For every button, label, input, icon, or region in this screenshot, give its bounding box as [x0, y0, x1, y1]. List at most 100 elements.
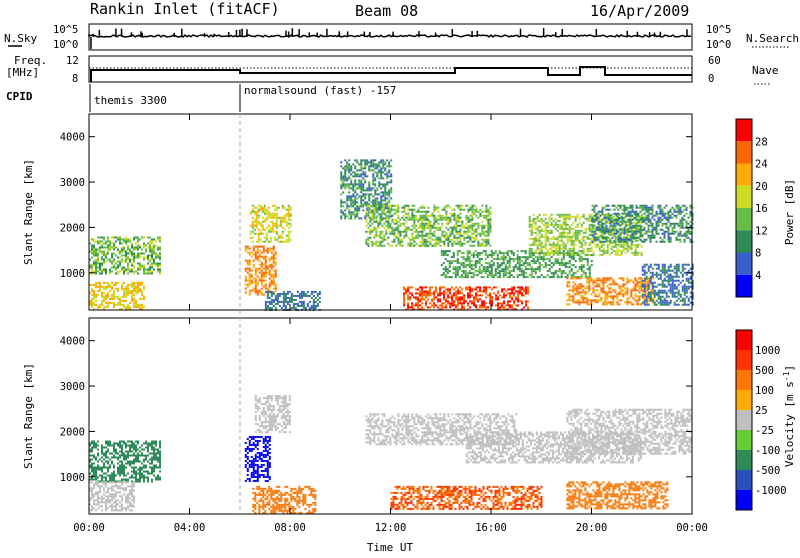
- heatmap-cell: [93, 297, 95, 300]
- heatmap-cell: [649, 240, 652, 243]
- heatmap-cell: [445, 304, 448, 307]
- heatmap-cell: [657, 265, 660, 268]
- heatmap-cell: [268, 277, 271, 280]
- heatmap-cell: [261, 220, 264, 223]
- heatmap-cell: [437, 300, 440, 303]
- heatmap-cell: [665, 226, 668, 229]
- heatmap-cell: [368, 185, 371, 188]
- heatmap-cell: [125, 258, 127, 261]
- heatmap-cell: [257, 216, 260, 219]
- heatmap-cell: [365, 210, 368, 213]
- heatmap-cell: [263, 220, 266, 223]
- heatmap-cell: [433, 238, 436, 241]
- heatmap-cell: [552, 264, 555, 267]
- heatmap-cell: [609, 216, 612, 219]
- heatmap-cell: [423, 222, 426, 225]
- heatmap-cell: [605, 226, 608, 229]
- heatmap-cell: [596, 301, 599, 304]
- heatmap-cell: [91, 305, 93, 308]
- heatmap-cell: [442, 274, 445, 277]
- heatmap-cell: [356, 205, 359, 208]
- heatmap-cell: [403, 298, 406, 301]
- heatmap-cell: [532, 243, 535, 246]
- heatmap-cell: [358, 179, 361, 182]
- heatmap-cell: [417, 296, 420, 299]
- heatmap-cell: [600, 249, 603, 252]
- heatmap-cell: [403, 228, 406, 231]
- heatmap-cell: [540, 274, 543, 277]
- heatmap-cell: [518, 266, 521, 269]
- heatmap-cell: [350, 213, 353, 216]
- heatmap-cell: [129, 291, 131, 294]
- heatmap-cell: [431, 232, 434, 235]
- heatmap-cell: [258, 259, 261, 262]
- heatmap-cell: [481, 226, 484, 229]
- heatmap-cell: [275, 238, 278, 241]
- heatmap-cell: [556, 245, 559, 248]
- heatmap-cell: [340, 205, 343, 208]
- heatmap-cell: [601, 218, 604, 221]
- heatmap-cell: [123, 299, 125, 302]
- heatmap-cell: [372, 175, 375, 178]
- heatmap-cell: [464, 276, 467, 279]
- heatmap-cell: [256, 245, 259, 248]
- heatmap-cell: [267, 240, 270, 243]
- heatmap-cell: [588, 274, 591, 277]
- heatmap-cell: [407, 236, 410, 239]
- heatmap-cell: [482, 266, 485, 269]
- heatmap-cell: [344, 215, 347, 218]
- heatmap-cell: [651, 234, 654, 237]
- heatmap-cell: [524, 252, 527, 255]
- heatmap-cell: [256, 269, 259, 272]
- heatmap-cell: [151, 258, 153, 261]
- heatmap-cell: [379, 234, 382, 237]
- heatmap-cell: [540, 233, 543, 236]
- heatmap-cell: [647, 283, 650, 286]
- heatmap-cell: [655, 226, 658, 229]
- heatmap-cell: [644, 281, 647, 284]
- heatmap-cell: [469, 294, 472, 297]
- heatmap-cell: [578, 229, 581, 232]
- heatmap-cell: [534, 223, 537, 226]
- heatmap-cell: [564, 253, 567, 256]
- heatmap-cell: [570, 253, 573, 256]
- heatmap-cell: [518, 262, 521, 265]
- heatmap-cell: [399, 224, 402, 227]
- heatmap-cell: [477, 210, 480, 213]
- heatmap-cell: [382, 203, 385, 206]
- heatmap-cell: [626, 249, 629, 252]
- heatmap-cell: [267, 206, 270, 209]
- heatmap-cell: [383, 204, 386, 207]
- heatmap-cell: [611, 204, 614, 207]
- heatmap-cell: [467, 234, 470, 237]
- heatmap-cell: [159, 256, 161, 259]
- heatmap-cell: [127, 285, 129, 288]
- heatmap-cell: [143, 236, 145, 239]
- heatmap-cell: [604, 221, 607, 224]
- heatmap-cell: [449, 304, 452, 307]
- heatmap-cell: [409, 242, 412, 245]
- heatmap-cell: [423, 216, 426, 219]
- heatmap-cell: [448, 276, 451, 279]
- heatmap-cell: [274, 283, 277, 286]
- heatmap-cell: [137, 256, 139, 259]
- heatmap-cell: [264, 302, 267, 305]
- heatmap-cell: [348, 195, 351, 198]
- heatmap-cell: [633, 210, 636, 213]
- heatmap-cell: [377, 234, 380, 237]
- heatmap-cell: [389, 222, 392, 225]
- heatmap-cell: [425, 222, 428, 225]
- heatmap-cell: [464, 258, 467, 261]
- date-title: 16/Apr/2009: [590, 2, 689, 20]
- heatmap-cell: [578, 260, 581, 263]
- heatmap-cell: [576, 235, 579, 238]
- heatmap-cell: [376, 175, 379, 178]
- heatmap-cell: [117, 270, 119, 273]
- heatmap-cell: [478, 254, 481, 257]
- heatmap-cell: [576, 225, 579, 228]
- heatmap-cell: [269, 220, 272, 223]
- heatmap-cell: [457, 296, 460, 299]
- heatmap-cell: [437, 214, 440, 217]
- heatmap-cell: [276, 292, 279, 295]
- heatmap-cell: [101, 262, 103, 265]
